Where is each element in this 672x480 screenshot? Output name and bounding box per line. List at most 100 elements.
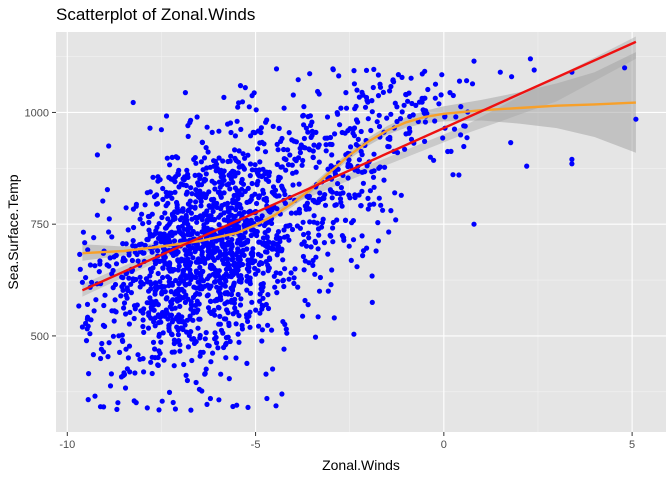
data-point (281, 227, 287, 233)
data-point (246, 199, 252, 205)
data-point (207, 298, 214, 304)
data-point (230, 197, 236, 203)
data-point (157, 314, 163, 320)
data-point (351, 68, 357, 74)
data-point (419, 95, 425, 101)
data-point (436, 101, 442, 107)
data-point (216, 128, 222, 134)
data-point (162, 210, 168, 216)
data-point (228, 153, 234, 159)
data-point (376, 112, 382, 118)
data-point (87, 262, 93, 268)
data-point (188, 210, 194, 216)
data-point (200, 349, 206, 355)
data-point (159, 289, 165, 295)
data-point (260, 187, 266, 193)
data-point (282, 200, 288, 206)
data-point (176, 280, 182, 286)
data-point (338, 199, 344, 205)
data-point (281, 146, 287, 153)
data-point (232, 305, 238, 311)
data-point (205, 305, 212, 311)
data-point (254, 215, 260, 221)
data-point (159, 309, 166, 316)
data-point (365, 195, 371, 201)
data-point (232, 173, 238, 179)
data-point (193, 268, 199, 274)
data-point (316, 142, 322, 148)
data-point (209, 129, 215, 135)
data-point (369, 273, 375, 279)
data-point (149, 370, 155, 377)
data-point (257, 310, 263, 316)
data-point (91, 235, 97, 241)
data-point (346, 243, 352, 249)
data-point (348, 144, 354, 150)
data-point (154, 201, 161, 207)
data-point (274, 290, 280, 296)
data-point (184, 167, 190, 173)
data-point (248, 217, 254, 223)
data-point (329, 189, 335, 195)
data-point (205, 149, 211, 155)
data-point (218, 327, 225, 333)
data-point (222, 283, 228, 289)
data-point (262, 149, 269, 155)
data-point (273, 270, 279, 276)
data-point (308, 244, 314, 250)
data-point (176, 315, 183, 321)
data-point (133, 400, 139, 406)
data-point (241, 166, 247, 172)
data-point (261, 196, 267, 202)
data-point (167, 276, 173, 282)
data-point (169, 195, 175, 201)
data-point (305, 129, 311, 135)
data-point (114, 406, 120, 412)
data-point (245, 261, 251, 268)
data-point (185, 201, 191, 207)
data-point (229, 297, 235, 303)
data-point (127, 369, 133, 375)
data-point (289, 226, 296, 233)
data-point (79, 324, 85, 330)
data-point (100, 198, 106, 204)
data-point (431, 157, 437, 163)
x-axis-ticks: -10 -5 0 5 (59, 432, 635, 451)
data-point (193, 199, 199, 205)
data-point (164, 155, 170, 161)
data-point (219, 240, 225, 246)
data-point (147, 273, 153, 279)
data-point (218, 371, 224, 377)
data-point (413, 102, 419, 108)
data-point (166, 221, 172, 227)
data-point (329, 195, 335, 201)
data-point (456, 172, 462, 178)
data-point (208, 359, 214, 365)
data-point (196, 386, 202, 392)
data-point (212, 278, 219, 285)
data-point (140, 317, 146, 323)
data-point (310, 257, 316, 264)
data-point (327, 232, 333, 238)
data-point (152, 346, 158, 352)
data-point (329, 267, 335, 273)
data-point (155, 235, 162, 241)
data-point (173, 296, 180, 302)
data-point (156, 348, 162, 354)
data-point (367, 202, 373, 208)
data-point (276, 125, 282, 131)
data-point (93, 297, 99, 303)
data-point (212, 249, 218, 255)
data-point (325, 166, 331, 172)
data-point (151, 307, 157, 313)
data-point (115, 400, 121, 406)
data-point (131, 315, 137, 322)
data-point (170, 399, 176, 406)
data-point (371, 66, 377, 72)
data-point (223, 316, 229, 322)
data-point (244, 360, 250, 366)
data-point (217, 313, 223, 319)
data-point (275, 147, 281, 153)
data-point (403, 131, 409, 137)
data-point (187, 119, 193, 126)
